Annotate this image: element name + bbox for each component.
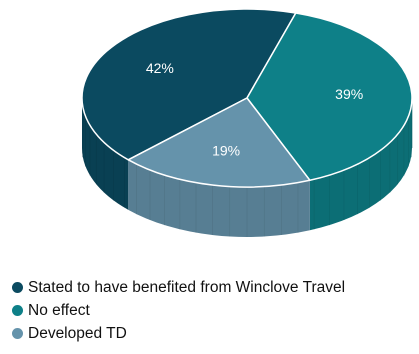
legend-swatch <box>12 282 23 293</box>
pie-slice-2 <box>246 12 413 182</box>
legend: Stated to have benefited from Winclove T… <box>12 276 345 345</box>
slice-label-2: 39% <box>335 86 363 102</box>
legend-item: Developed TD <box>12 322 345 345</box>
pie-labels: 42% 39% 19% <box>146 60 363 159</box>
slice-label-3: 19% <box>212 143 240 159</box>
legend-item: Stated to have benefited from Winclove T… <box>12 276 345 299</box>
pie-side-2 <box>309 98 412 231</box>
pie-side-1 <box>82 98 129 210</box>
legend-item: No effect <box>12 299 345 322</box>
legend-label: Stated to have benefited from Winclove T… <box>28 278 346 296</box>
pie-sides <box>82 98 413 238</box>
pie-slice-1 <box>81 8 297 161</box>
legend-swatch <box>12 305 23 316</box>
legend-label: Developed TD <box>28 324 127 342</box>
slice-label-1: 42% <box>146 60 174 76</box>
pie-chart: 42% 39% 19% <box>81 8 413 238</box>
pie-tops <box>81 8 413 188</box>
legend-label: No effect <box>28 301 90 319</box>
legend-swatch <box>12 328 23 339</box>
pie-slice-3 <box>127 97 311 188</box>
